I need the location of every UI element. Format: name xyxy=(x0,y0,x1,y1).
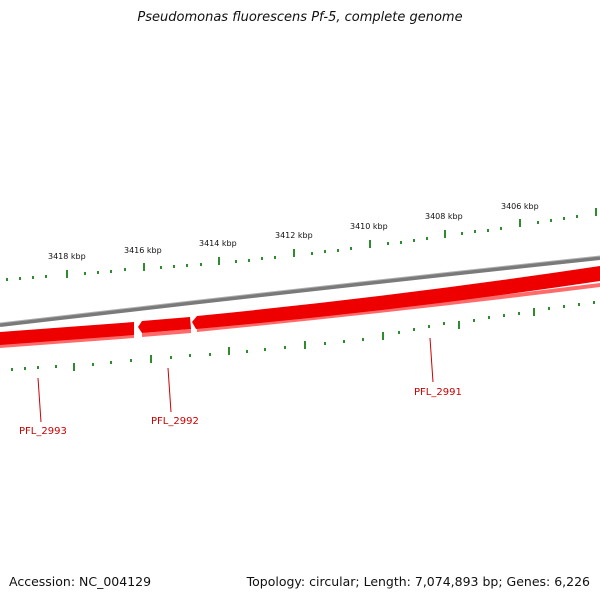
kbp-label: 3412 kbp xyxy=(275,231,313,240)
major-tick xyxy=(73,363,75,371)
major-tick xyxy=(533,308,535,316)
major-tick xyxy=(595,208,597,216)
kbp-label: 3406 kbp xyxy=(501,202,539,211)
gene-label-pfl-2992[interactable]: PFL_2992 xyxy=(151,416,199,427)
kbp-label: 3416 kbp xyxy=(124,246,162,255)
major-tick xyxy=(382,332,384,340)
accession-label: Accession: NC_004129 xyxy=(9,574,152,589)
genome-title: Pseudomonas fluorescens Pf-5, complete g… xyxy=(137,10,463,25)
major-tick xyxy=(143,263,145,271)
major-tick xyxy=(218,257,220,265)
major-tick xyxy=(519,219,521,227)
major-tick xyxy=(293,249,295,257)
kbp-label: 3414 kbp xyxy=(199,239,237,248)
leader-line-pfl-2993 xyxy=(37,377,42,423)
kbp-label: 3408 kbp xyxy=(425,212,463,221)
major-tick xyxy=(66,270,68,278)
outer-tick-ruler xyxy=(6,208,597,281)
kbp-labels: 3418 kbp 3416 kbp 3414 kbp 3412 kbp 3410… xyxy=(48,202,539,261)
genome-backbone xyxy=(0,256,600,327)
major-tick xyxy=(458,321,460,329)
inner-tick-ruler xyxy=(11,301,595,371)
kbp-label: 3418 kbp xyxy=(48,252,86,261)
major-tick xyxy=(369,240,371,248)
gene-label-pfl-2993[interactable]: PFL_2993 xyxy=(19,426,67,437)
major-tick xyxy=(228,347,230,355)
leader-line-pfl-2991 xyxy=(429,337,434,383)
genome-backbone-highlight xyxy=(0,255,600,324)
gene-track xyxy=(0,266,600,345)
gene-label-pfl-2991[interactable]: PFL_2991 xyxy=(414,387,462,398)
gene-arrow-pfl-2993[interactable] xyxy=(0,322,134,345)
kbp-label: 3410 kbp xyxy=(350,222,388,231)
major-tick xyxy=(150,355,152,363)
gene-labels: PFL_2993 PFL_2992 PFL_2991 xyxy=(19,387,462,437)
major-tick xyxy=(444,230,446,238)
gene-arrow-pfl-2992[interactable] xyxy=(138,317,191,333)
gene-arrow-pfl-2991[interactable] xyxy=(192,266,600,329)
genome-summary-label: Topology: circular; Length: 7,074,893 bp… xyxy=(246,574,590,589)
leader-line-pfl-2992 xyxy=(167,367,172,413)
gene-leader-lines xyxy=(37,337,434,423)
major-tick xyxy=(304,341,306,349)
